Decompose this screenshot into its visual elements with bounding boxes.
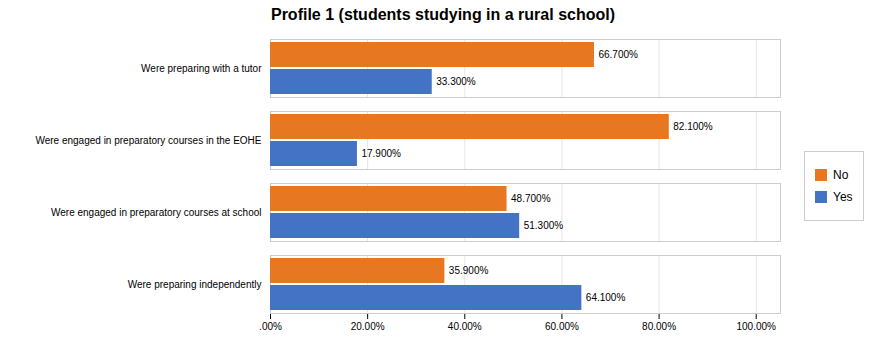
svg-text:66.700%: 66.700% xyxy=(598,49,638,60)
svg-text:64.100%: 64.100% xyxy=(586,292,626,303)
svg-text:Were preparing independently: Were preparing independently xyxy=(128,279,262,290)
html-text:No: No xyxy=(833,167,849,182)
svg-text:80.00%: 80.00% xyxy=(642,321,676,332)
svg-text:17.900%: 17.900% xyxy=(361,148,401,159)
svg-text:Were engaged in preparatory co: Were engaged in preparatory courses in t… xyxy=(35,135,261,146)
svg-text:20.00%: 20.00% xyxy=(351,321,385,332)
svg-text:.00%: .00% xyxy=(259,321,282,332)
svg-text:33.300%: 33.300% xyxy=(436,76,476,87)
svg-text:40.00%: 40.00% xyxy=(448,321,482,332)
svg-text:100.00%: 100.00% xyxy=(736,321,776,332)
svg-text:51.300%: 51.300% xyxy=(524,220,564,231)
svg-text:60.00%: 60.00% xyxy=(545,321,579,332)
svg-text:Were preparing with a tutor: Were preparing with a tutor xyxy=(141,63,262,74)
html-text:Yes: Yes xyxy=(833,189,853,204)
html-text:Profile 1 (students studying i: Profile 1 (students studying in a rural … xyxy=(271,6,615,23)
svg-text:Were engaged in preparatory co: Were engaged in preparatory courses at s… xyxy=(51,207,262,218)
svg-text:35.900%: 35.900% xyxy=(449,265,489,276)
svg-text:82.100%: 82.100% xyxy=(673,121,713,132)
svg-text:48.700%: 48.700% xyxy=(511,193,551,204)
